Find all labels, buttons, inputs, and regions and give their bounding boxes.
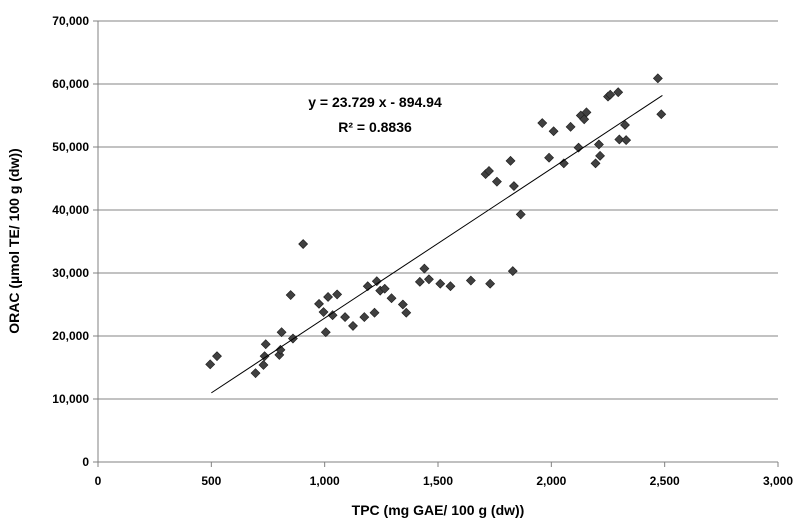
data-point: [414, 276, 425, 287]
data-point: [485, 278, 496, 289]
data-point: [544, 152, 554, 163]
data-point: [605, 89, 616, 100]
x-axis-title: TPC (mg GAE/ 100 g (dw)): [352, 502, 525, 518]
gridlines: [93, 20, 779, 467]
equation-annotation: y = 23.729 x - 894.94: [308, 94, 442, 110]
data-point: [505, 155, 516, 166]
data-point: [259, 351, 270, 362]
x-tick-label: 1,000: [310, 474, 340, 488]
x-tick-label: 1,500: [423, 474, 453, 488]
data-point: [621, 135, 632, 145]
data-point: [332, 289, 343, 300]
data-point: [595, 150, 605, 161]
x-tick-label: 3,000: [763, 474, 793, 488]
data-point: [298, 239, 309, 249]
y-axis-title: ORAC (µmol TE/ 100 g (dw)): [6, 148, 22, 333]
x-tick-label: 2,500: [650, 474, 680, 488]
data-point: [507, 266, 518, 277]
x-tick-labels: 0 500 1,000 1,500 2,000 2,500 3,000: [95, 474, 794, 488]
y-tick-label: 60,000: [52, 77, 89, 91]
data-point: [656, 109, 667, 120]
data-point: [424, 274, 434, 285]
data-point: [484, 166, 494, 176]
y-tick-label: 70,000: [52, 14, 89, 28]
data-point: [323, 292, 333, 302]
y-tick-label: 40,000: [52, 203, 89, 217]
data-point: [275, 344, 286, 355]
data-point: [386, 293, 397, 304]
y-tick-label: 10,000: [52, 392, 89, 406]
data-point: [250, 368, 261, 379]
data-point: [614, 134, 625, 145]
data-point: [590, 158, 601, 169]
data-point: [419, 263, 430, 274]
data-point: [314, 298, 324, 309]
data-point: [573, 142, 584, 153]
x-tick-label: 0: [95, 474, 102, 488]
data-point: [465, 275, 476, 286]
data-point: [276, 327, 287, 338]
data-point: [369, 307, 380, 318]
data-point: [348, 320, 358, 331]
r-squared-annotation: R² = 0.8836: [338, 119, 412, 135]
x-tick-label: 2,000: [536, 474, 566, 488]
data-point: [492, 176, 502, 187]
data-point: [318, 307, 329, 317]
y-tick-label: 0: [82, 455, 89, 469]
data-point: [509, 181, 519, 191]
data-point: [379, 283, 390, 294]
y-tick-label: 20,000: [52, 329, 89, 343]
data-point: [401, 307, 412, 318]
data-point: [285, 290, 296, 300]
data-point: [613, 87, 624, 98]
y-tick-label: 30,000: [52, 266, 89, 280]
axes: [97, 21, 778, 463]
data-point: [212, 351, 222, 362]
data-point: [445, 281, 456, 292]
data-point: [620, 120, 630, 130]
data-point: [548, 126, 559, 137]
trendline: [211, 94, 663, 394]
data-points: [205, 73, 667, 379]
data-point: [260, 339, 271, 350]
data-point: [205, 359, 216, 370]
data-point: [320, 327, 331, 338]
data-point: [327, 310, 338, 321]
data-point: [594, 139, 604, 150]
data-point: [340, 312, 350, 323]
data-point: [359, 312, 370, 323]
data-point: [397, 299, 408, 310]
data-point: [371, 276, 382, 287]
y-tick-labels: 0 10,000 20,000 30,000 40,000 50,000 60,000 70,…: [52, 14, 89, 469]
data-point: [258, 360, 269, 370]
data-point: [537, 118, 548, 128]
data-point: [565, 121, 576, 132]
data-point: [435, 278, 446, 289]
data-point: [581, 107, 592, 118]
y-tick-label: 50,000: [52, 140, 89, 154]
x-tick-label: 500: [201, 474, 221, 488]
data-point: [652, 73, 663, 84]
data-point: [515, 209, 526, 220]
